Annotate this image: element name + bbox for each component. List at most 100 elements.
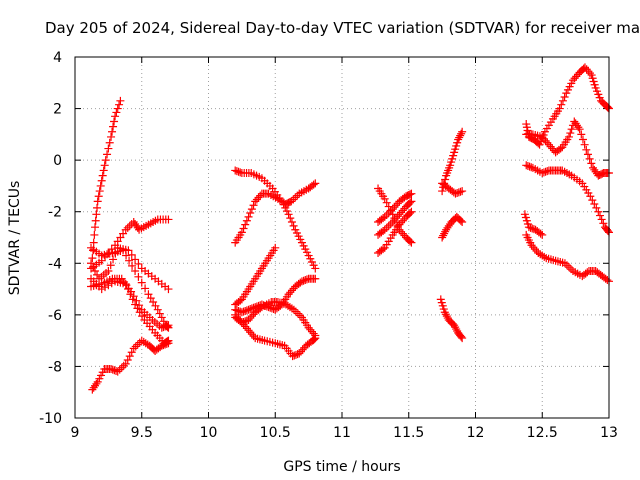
data-point-marker (386, 219, 395, 228)
data-point-marker (566, 129, 575, 138)
data-point-marker (115, 365, 124, 374)
data-point-marker (580, 63, 589, 72)
data-point-marker (407, 238, 416, 247)
data-point-marker (249, 201, 258, 210)
data-point-marker (103, 150, 112, 159)
data-point-marker (236, 296, 245, 305)
data-point-marker (133, 223, 142, 232)
data-point-marker (570, 74, 579, 83)
data-point-marker (127, 287, 136, 296)
data-point-marker (123, 223, 132, 232)
data-point-marker (456, 216, 465, 225)
data-point-marker (100, 161, 109, 170)
data-point-marker (123, 355, 132, 364)
data-point-marker (583, 268, 592, 277)
data-point-marker (557, 100, 566, 109)
x-tick-label: 9.5 (131, 425, 153, 441)
data-point-marker (379, 245, 388, 254)
y-tick-label: -10 (39, 411, 62, 427)
data-point-marker (162, 339, 171, 348)
data-point-marker (246, 209, 255, 218)
data-point-marker (97, 176, 106, 185)
data-point-marker (107, 132, 116, 141)
data-point-marker (309, 180, 318, 189)
data-point-marker (242, 306, 251, 315)
data-point-marker (291, 307, 300, 316)
data-point-marker (538, 251, 547, 260)
data-point-marker (566, 265, 575, 274)
data-point-marker (125, 221, 134, 230)
data-point-marker (406, 198, 415, 207)
data-point-marker (452, 325, 461, 334)
data-point-marker (287, 286, 296, 295)
data-point-marker (296, 278, 305, 287)
data-point-marker (164, 215, 173, 224)
data-point-marker (273, 194, 282, 203)
data-point-marker (442, 312, 451, 321)
data-point-marker (301, 276, 310, 285)
data-point-marker (390, 216, 399, 225)
data-point-marker (247, 312, 256, 321)
data-point-marker (384, 209, 393, 218)
data-point-marker (244, 316, 253, 325)
data-point-marker (287, 304, 296, 313)
series-track-m (374, 189, 416, 227)
data-point-marker (595, 211, 604, 220)
data-point-marker (458, 334, 467, 343)
data-point-marker (548, 144, 557, 153)
data-point-marker (111, 112, 120, 121)
series-track-d (87, 274, 173, 332)
data-point-marker (307, 327, 316, 336)
data-point-marker (564, 132, 573, 141)
data-point-marker (311, 264, 320, 273)
data-point-marker (560, 259, 569, 268)
series-track-a-descending (87, 243, 173, 332)
data-point-marker (241, 220, 250, 229)
data-point-marker (575, 125, 584, 134)
data-point-marker (121, 359, 130, 368)
series-track-q (438, 179, 467, 198)
data-point-marker (603, 103, 612, 112)
data-point-marker (156, 343, 165, 352)
data-point-marker (526, 223, 535, 232)
data-point-marker (588, 196, 597, 205)
data-point-marker (134, 272, 143, 281)
data-point-marker (580, 140, 589, 149)
data-point-marker (117, 363, 126, 372)
data-point-marker (112, 108, 121, 117)
data-point-marker (141, 284, 150, 293)
data-point-marker (104, 144, 113, 153)
data-point-marker (157, 341, 166, 350)
data-point-marker (127, 250, 136, 259)
data-point-marker (522, 161, 531, 170)
data-point-marker (129, 292, 138, 301)
data-point-marker (311, 334, 320, 343)
series-track-k (231, 313, 320, 361)
data-point-marker (252, 195, 261, 204)
data-point-marker (161, 340, 170, 349)
data-point-marker (256, 304, 265, 313)
data-point-marker (451, 189, 460, 198)
series-track-f (231, 166, 320, 273)
data-point-marker (384, 221, 393, 230)
data-point-marker (296, 347, 305, 356)
data-point-marker (239, 307, 248, 316)
data-point-marker (457, 332, 466, 341)
x-tick-label: 13 (600, 425, 618, 441)
data-point-marker (538, 230, 547, 239)
data-point-marker (603, 227, 612, 236)
data-point-marker (237, 308, 246, 317)
data-point-marker (568, 76, 577, 85)
data-point-marker (157, 313, 166, 322)
plot-frame (74, 56, 610, 419)
data-point-marker (586, 192, 595, 201)
data-point-marker (99, 166, 108, 175)
data-point-marker (111, 249, 120, 258)
data-point-marker (398, 216, 407, 225)
series-track-v (522, 161, 613, 237)
data-point-marker (450, 321, 459, 330)
data-point-marker (523, 161, 532, 170)
data-point-marker (534, 248, 543, 257)
data-point-marker (115, 100, 124, 109)
data-point-marker (254, 193, 263, 202)
